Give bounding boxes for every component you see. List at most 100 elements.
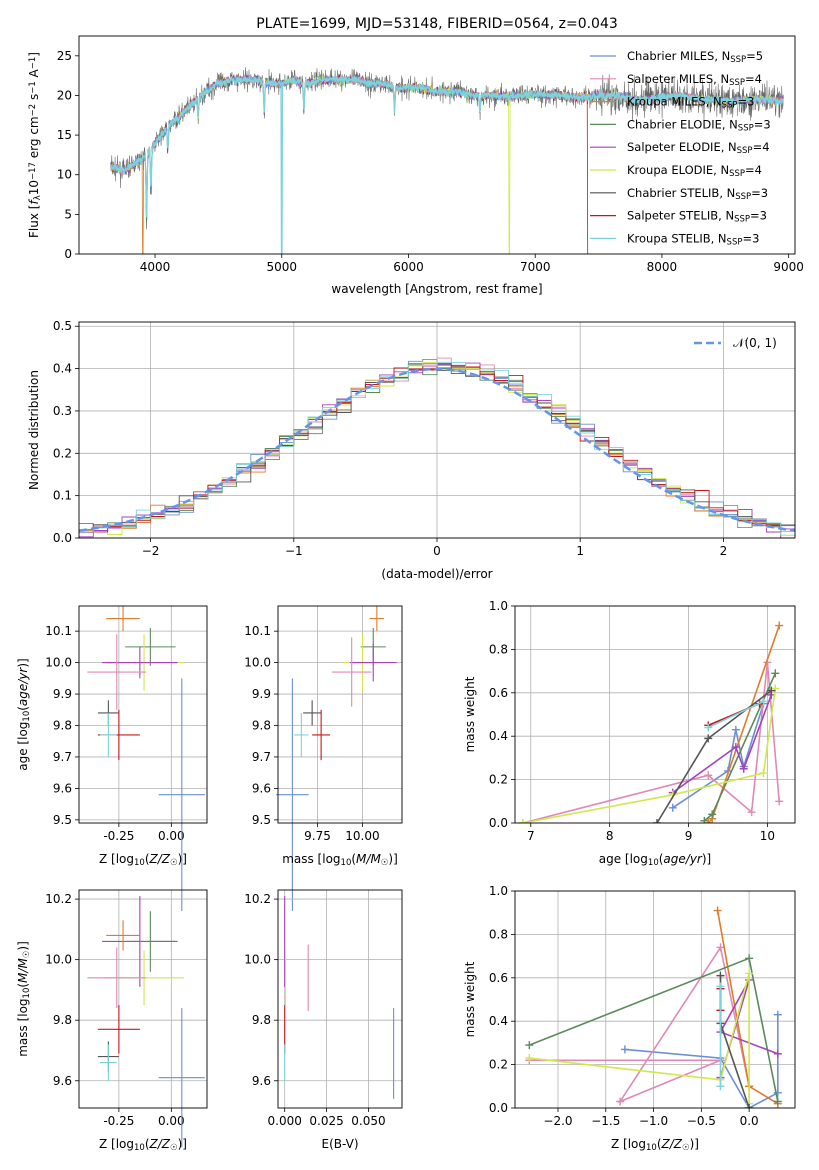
x-tick-label: 7 — [527, 829, 535, 843]
y-tick-label: 9.7 — [252, 750, 271, 764]
y-tick-label: 0.4 — [53, 362, 72, 376]
y-tick-label: 0.2 — [53, 446, 72, 460]
y-tick-label: 0.1 — [53, 489, 72, 503]
y-tick-label: 10.0 — [244, 656, 271, 670]
y-tick-label: 10 — [57, 168, 72, 182]
series-marker — [775, 621, 784, 630]
y-tick-label: 1.0 — [489, 884, 508, 898]
normal-curve — [79, 367, 795, 532]
legend-label: Kroupa STELIB, NSSP=3 — [627, 231, 759, 247]
x-axis-label: E(B-V) — [321, 1137, 358, 1151]
spectrum-frame — [78, 35, 796, 255]
y-tick-label: 10.0 — [45, 656, 72, 670]
y-tick-label: 0.8 — [489, 642, 508, 656]
legend-label: Salpeter STELIB, NSSP=3 — [627, 209, 767, 225]
x-tick-label: 0.000 — [268, 1114, 302, 1128]
series-marker — [518, 819, 527, 823]
x-tick-label: 0.00 — [158, 829, 185, 843]
series-marker — [700, 816, 709, 823]
mass-weight-lines — [518, 621, 784, 823]
series-marker — [739, 764, 748, 773]
y-tick-label: 15 — [57, 128, 72, 142]
y-tick-label: 9.8 — [53, 719, 72, 733]
mass_vs_ebv-frame — [277, 889, 403, 1109]
histogram-frame — [78, 321, 796, 539]
legend-label: Kroupa MILES, NSSP=3 — [627, 95, 754, 111]
legend-label: Salpeter ELODIE, NSSP=4 — [627, 140, 770, 156]
series-marker — [775, 797, 784, 806]
x-axis-label: (data-model)/error — [381, 567, 492, 581]
series-marker — [731, 725, 740, 734]
series-line — [656, 689, 772, 823]
series-marker — [745, 1104, 754, 1108]
x-axis-label: wavelength [Angstrom, rest frame] — [331, 282, 542, 296]
legend-label: Chabrier ELODIE, NSSP=3 — [627, 117, 771, 133]
x-tick-label: -0.25 — [103, 829, 134, 843]
series-marker — [704, 734, 713, 743]
mass_vs_Z-frame — [78, 889, 208, 1109]
y-tick-label: 0.8 — [489, 927, 508, 941]
mass_weight_vs_age-frame — [514, 605, 796, 824]
y-tick-label: 0.4 — [489, 729, 508, 743]
mass_weight_vs_Z-frame — [514, 890, 796, 1109]
series-marker — [704, 771, 713, 780]
series-line — [716, 910, 779, 1105]
legend-label: Kroupa ELODIE, NSSP=4 — [627, 163, 762, 179]
x-axis-label: Z [log10(Z/Z☉)] — [99, 1137, 187, 1153]
y-tick-label: 0.5 — [53, 319, 72, 333]
histograms — [79, 357, 795, 538]
x-tick-label: 8 — [606, 829, 614, 843]
x-axis-label: Z [log10(Z/Z☉)] — [611, 1137, 699, 1153]
y-tick-label: 9.9 — [252, 687, 271, 701]
x-tick-label: 7000 — [520, 260, 551, 274]
series-marker — [716, 982, 725, 991]
x-tick-label: −0.5 — [687, 1114, 716, 1128]
y-tick-label: 9.6 — [252, 1074, 271, 1088]
series-marker — [773, 1097, 782, 1106]
x-axis-label: age [log10(age/yr)] — [599, 852, 711, 868]
series-marker — [759, 769, 768, 778]
y-tick-label: 10.2 — [45, 892, 72, 906]
y-axis-label: mass [log10(M/M☉)] — [16, 941, 32, 1057]
legend-label: Chabrier STELIB, NSSP=3 — [627, 186, 768, 202]
series-marker — [525, 1054, 534, 1063]
y-axis-label: mass weight — [463, 961, 477, 1037]
series-line — [529, 973, 750, 1104]
x-tick-label: −2.0 — [543, 1114, 572, 1128]
mass-weight-lines — [525, 906, 782, 1108]
series-marker — [773, 1010, 782, 1019]
x-tick-label: 9 — [685, 829, 693, 843]
y-tick-label: 0.2 — [489, 1058, 508, 1072]
series-marker — [773, 1049, 782, 1058]
x-tick-label: 9.75 — [304, 829, 331, 843]
y-tick-label: 0.0 — [489, 816, 508, 830]
series-marker — [616, 1097, 625, 1106]
x-tick-label: −1.5 — [591, 1114, 620, 1128]
series-marker — [668, 803, 677, 812]
x-tick-label: −2 — [142, 544, 160, 558]
x-tick-label: 10.00 — [345, 829, 379, 843]
x-tick-label: 1 — [576, 544, 584, 558]
y-tick-label: 9.8 — [252, 719, 271, 733]
x-tick-label: 0.00 — [158, 1114, 185, 1128]
model-spectrum — [110, 74, 784, 254]
series-line — [672, 694, 773, 794]
series-marker — [716, 943, 725, 952]
y-axis-label: Flux [fλ10−17 erg cm−2 s−1 A−1] — [27, 52, 43, 238]
legend-label: Salpeter MILES, NSSP=4 — [627, 72, 762, 88]
x-tick-label: 0.0 — [740, 1114, 759, 1128]
y-tick-label: 9.9 — [53, 687, 72, 701]
series-marker — [745, 954, 754, 963]
chart-title: PLATE=1699, MJD=53148, FIBERID=0564, z=0… — [256, 16, 618, 32]
y-tick-label: 10.2 — [244, 892, 271, 906]
y-axis-label: Normed distribution — [27, 370, 41, 490]
series-marker — [745, 969, 754, 978]
series-marker — [620, 1045, 629, 1054]
series-marker — [713, 906, 722, 915]
x-tick-label: 9000 — [773, 260, 804, 274]
spectrum-lines — [110, 67, 784, 254]
y-tick-label: 9.5 — [53, 813, 72, 827]
age_vs_Z-frame — [78, 605, 208, 824]
series-marker — [773, 1088, 782, 1097]
